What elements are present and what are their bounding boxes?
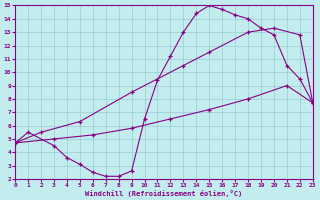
- X-axis label: Windchill (Refroidissement éolien,°C): Windchill (Refroidissement éolien,°C): [85, 190, 243, 197]
